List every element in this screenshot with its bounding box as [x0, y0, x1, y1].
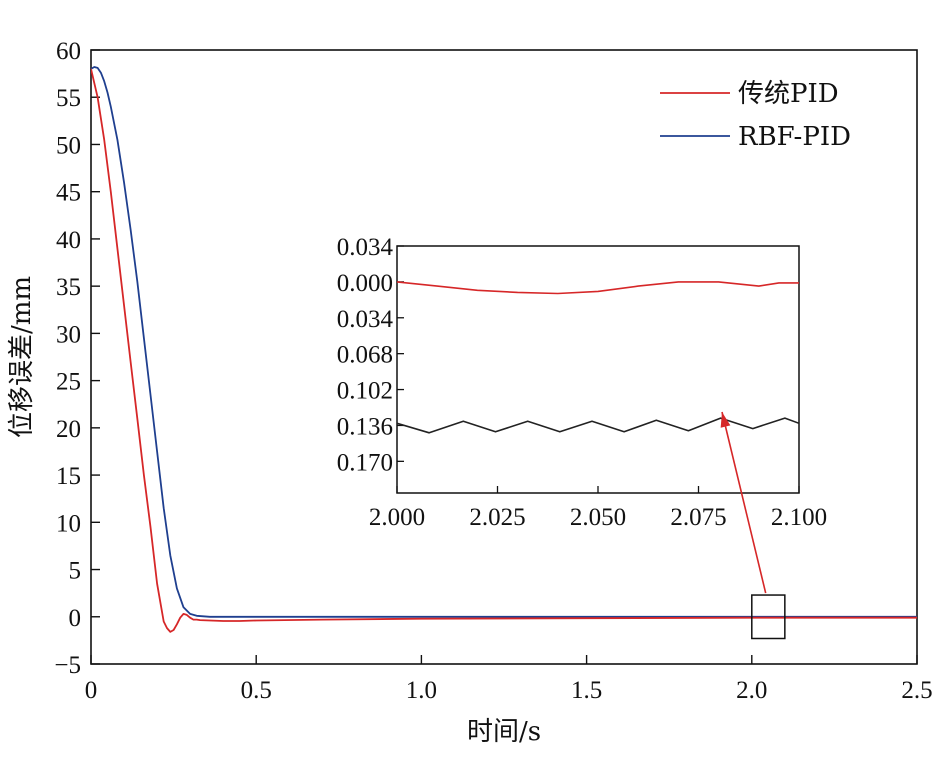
y-tick-label: 15	[56, 463, 81, 490]
y-tick-label: 5	[69, 558, 82, 585]
inset-frame	[396, 245, 800, 494]
legend-label-traditional-pid: 传统PID	[738, 79, 839, 109]
inset-x-tick-label: 2.075	[670, 504, 726, 531]
zoom-box	[751, 594, 786, 640]
x-tick-label: 0.5	[241, 677, 272, 704]
zoom-arrow-head	[720, 412, 731, 428]
x-tick-label: 2.0	[736, 677, 767, 704]
y-tick-label: 40	[56, 227, 81, 254]
y-tick-label: 60	[56, 38, 81, 65]
x-tick-label: 1.0	[406, 677, 437, 704]
legend: 传统PID RBF-PID	[660, 79, 851, 152]
legend-label-rbf-pid: RBF-PID	[738, 122, 851, 152]
inset-y-tick-label: 0.102	[337, 378, 393, 405]
inset-y-tick-label: 0.170	[337, 449, 393, 476]
main-plot: 0 0.5 1.0 1.5 2.0 2.5−50510152025303540455055…	[54, 38, 932, 704]
y-tick-label: 45	[56, 180, 81, 207]
inset-y-tick-label: 0.136	[337, 413, 393, 440]
inset-series-line-rbf-pid	[397, 417, 799, 434]
inset-y-tick-label: 0.034	[337, 234, 394, 261]
inset-x-tick-label: 2.000	[369, 504, 425, 531]
y-tick-label: 0	[69, 605, 82, 632]
inset-x-tick-label: 2.025	[469, 504, 525, 531]
inset-series-line-traditional-pid	[397, 281, 799, 295]
y-tick-label: 20	[56, 416, 81, 443]
inset-plot: 2.000 2.025 2.050 2.075 2.100 0.034 0.000 0.034…	[337, 234, 827, 594]
y-axis-label: 位移误差/mm	[7, 276, 37, 438]
y-tick-label: −5	[54, 652, 81, 679]
inset-y-tick-label: 0.068	[337, 342, 393, 369]
zoom-annotation	[751, 594, 786, 640]
y-tick-label: 25	[56, 369, 81, 396]
y-tick-label: 50	[56, 132, 81, 159]
y-tick-label: 30	[56, 321, 81, 348]
x-tick-label: 2.5	[901, 677, 932, 704]
zoom-arrow-line	[721, 411, 767, 594]
x-tick-label: 0	[85, 677, 98, 704]
main-plot-frame	[90, 49, 918, 665]
x-axis-label: 时间/s	[467, 717, 541, 747]
series-line-rbf-pid	[91, 66, 917, 618]
y-tick-label: 55	[56, 85, 81, 112]
inset-y-tick-label: 0.034	[337, 306, 394, 333]
y-tick-label: 35	[56, 274, 81, 301]
y-tick-label: 10	[56, 510, 81, 537]
inset-y-tick-label: 0.000	[337, 270, 393, 297]
inset-x-tick-label: 2.100	[771, 504, 827, 531]
series-line-traditional-pid	[91, 68, 917, 633]
inset-x-tick-label: 2.050	[570, 504, 626, 531]
x-tick-label: 1.5	[571, 677, 602, 704]
